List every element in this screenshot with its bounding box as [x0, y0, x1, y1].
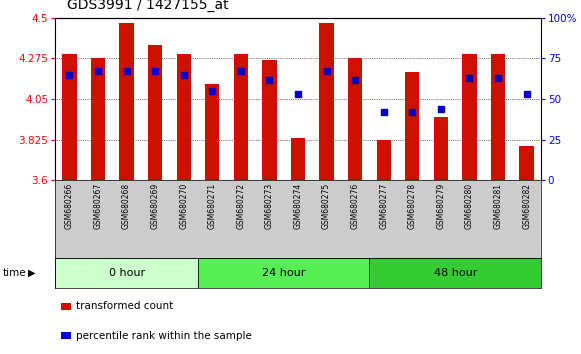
Point: [322, 69, 331, 74]
Bar: [177, 54, 191, 180]
Bar: [198, 258, 370, 288]
Text: GSM680270: GSM680270: [180, 183, 188, 229]
Bar: [491, 54, 505, 180]
Text: 0 hour: 0 hour: [109, 268, 145, 278]
Bar: [434, 117, 448, 180]
Point: [293, 91, 303, 97]
Text: percentile rank within the sample: percentile rank within the sample: [76, 331, 252, 341]
Bar: [376, 139, 391, 180]
Text: GSM680269: GSM680269: [150, 183, 160, 229]
Text: GSM680273: GSM680273: [265, 183, 274, 229]
Text: GSM680274: GSM680274: [293, 183, 303, 229]
Text: GSM680278: GSM680278: [408, 183, 417, 229]
Bar: [320, 23, 333, 180]
Bar: [405, 72, 419, 180]
Point: [465, 75, 474, 81]
Point: [122, 69, 131, 74]
Text: time: time: [3, 268, 27, 278]
Text: 24 hour: 24 hour: [262, 268, 306, 278]
Point: [150, 69, 160, 74]
Text: GSM680276: GSM680276: [351, 183, 360, 229]
Point: [436, 106, 446, 112]
Point: [236, 69, 246, 74]
Point: [493, 75, 503, 81]
Point: [265, 77, 274, 82]
Text: GSM680275: GSM680275: [322, 183, 331, 229]
Text: 48 hour: 48 hour: [433, 268, 477, 278]
Text: GSM680268: GSM680268: [122, 183, 131, 229]
Point: [179, 72, 188, 78]
Text: GSM680279: GSM680279: [436, 183, 446, 229]
Bar: [263, 60, 277, 180]
Bar: [462, 54, 476, 180]
Text: GDS3991 / 1427155_at: GDS3991 / 1427155_at: [67, 0, 228, 12]
Point: [65, 72, 74, 78]
Bar: [91, 58, 105, 180]
Bar: [120, 23, 134, 180]
Bar: [62, 54, 77, 180]
Text: GSM680282: GSM680282: [522, 183, 531, 229]
Text: GSM680267: GSM680267: [94, 183, 103, 229]
Text: ▶: ▶: [28, 268, 35, 278]
Point: [522, 91, 531, 97]
Text: GSM680271: GSM680271: [208, 183, 217, 229]
Point: [379, 109, 389, 115]
Bar: [148, 45, 162, 180]
Bar: [55, 258, 198, 288]
Text: GSM680281: GSM680281: [493, 183, 503, 229]
Bar: [234, 54, 248, 180]
Bar: [370, 258, 541, 288]
Text: GSM680277: GSM680277: [379, 183, 388, 229]
Bar: [205, 84, 220, 180]
Bar: [291, 138, 305, 180]
Point: [350, 77, 360, 82]
Text: GSM680266: GSM680266: [65, 183, 74, 229]
Bar: [348, 58, 363, 180]
Text: GSM680280: GSM680280: [465, 183, 474, 229]
Point: [207, 88, 217, 94]
Bar: [519, 146, 534, 180]
Text: transformed count: transformed count: [76, 302, 173, 312]
Point: [408, 109, 417, 115]
Point: [94, 69, 103, 74]
Text: GSM680272: GSM680272: [236, 183, 245, 229]
